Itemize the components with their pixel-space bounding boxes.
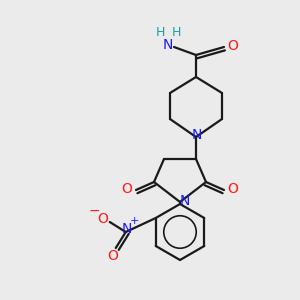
Text: −: − bbox=[89, 204, 100, 218]
Text: N: N bbox=[163, 38, 173, 52]
Text: O: O bbox=[122, 182, 132, 196]
Text: N: N bbox=[192, 128, 202, 142]
Text: O: O bbox=[97, 212, 108, 226]
Text: N: N bbox=[180, 194, 190, 208]
Text: O: O bbox=[228, 182, 238, 196]
Text: +: + bbox=[130, 216, 140, 226]
Text: N: N bbox=[122, 222, 132, 236]
Text: H: H bbox=[171, 26, 181, 40]
Text: O: O bbox=[107, 249, 118, 263]
Text: H: H bbox=[155, 26, 165, 40]
Text: O: O bbox=[228, 39, 238, 53]
